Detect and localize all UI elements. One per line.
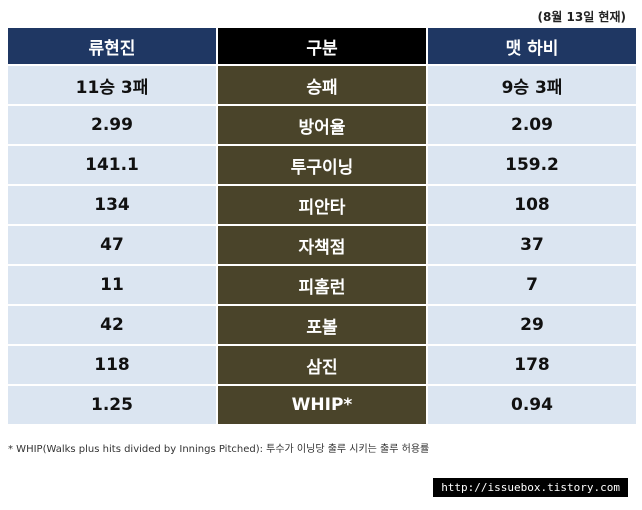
footnote: * WHIP(Walks plus hits divided by Inning… (8, 444, 430, 455)
left-value: 118 (6, 344, 218, 386)
row-label: WHIP* (216, 384, 428, 426)
right-value: 159.2 (426, 144, 638, 186)
header-category: 구분 (216, 26, 428, 66)
right-value: 2.09 (426, 104, 638, 146)
row-label: 승패 (216, 64, 428, 106)
table-row: 141.1 투구이닝 159.2 (6, 144, 638, 186)
row-label: 자책점 (216, 224, 428, 266)
left-value: 141.1 (6, 144, 218, 186)
table-row: 118 삼진 178 (6, 344, 638, 386)
right-value: 37 (426, 224, 638, 266)
row-label: 피홈런 (216, 264, 428, 306)
left-value: 11승 3패 (6, 64, 218, 106)
row-label: 피안타 (216, 184, 428, 226)
right-value: 29 (426, 304, 638, 346)
row-label: 투구이닝 (216, 144, 428, 186)
date-note: (8월 13일 현재) (537, 10, 626, 24)
row-label: 삼진 (216, 344, 428, 386)
row-label: 포볼 (216, 304, 428, 346)
table-row: 42 포볼 29 (6, 304, 638, 346)
row-label: 방어율 (216, 104, 428, 146)
comparison-table: 류현진 구분 맷 하비 11승 3패 승패 9승 3패 2.99 방어율 2.0… (6, 26, 638, 426)
table-row: 2.99 방어율 2.09 (6, 104, 638, 146)
right-value: 178 (426, 344, 638, 386)
left-value: 134 (6, 184, 218, 226)
header-right-player: 맷 하비 (426, 26, 638, 66)
table-row: 11승 3패 승패 9승 3패 (6, 64, 638, 106)
left-value: 1.25 (6, 384, 218, 426)
table-row: 11 피홈런 7 (6, 264, 638, 306)
watermark-url: http://issuebox.tistory.com (433, 478, 628, 497)
right-value: 0.94 (426, 384, 638, 426)
header-left-player: 류현진 (6, 26, 218, 66)
table-row: 47 자책점 37 (6, 224, 638, 266)
left-value: 47 (6, 224, 218, 266)
left-value: 2.99 (6, 104, 218, 146)
left-value: 42 (6, 304, 218, 346)
table-row: 1.25 WHIP* 0.94 (6, 384, 638, 426)
right-value: 9승 3패 (426, 64, 638, 106)
table-row: 134 피안타 108 (6, 184, 638, 226)
right-value: 108 (426, 184, 638, 226)
left-value: 11 (6, 264, 218, 306)
table-header-row: 류현진 구분 맷 하비 (6, 26, 638, 66)
right-value: 7 (426, 264, 638, 306)
